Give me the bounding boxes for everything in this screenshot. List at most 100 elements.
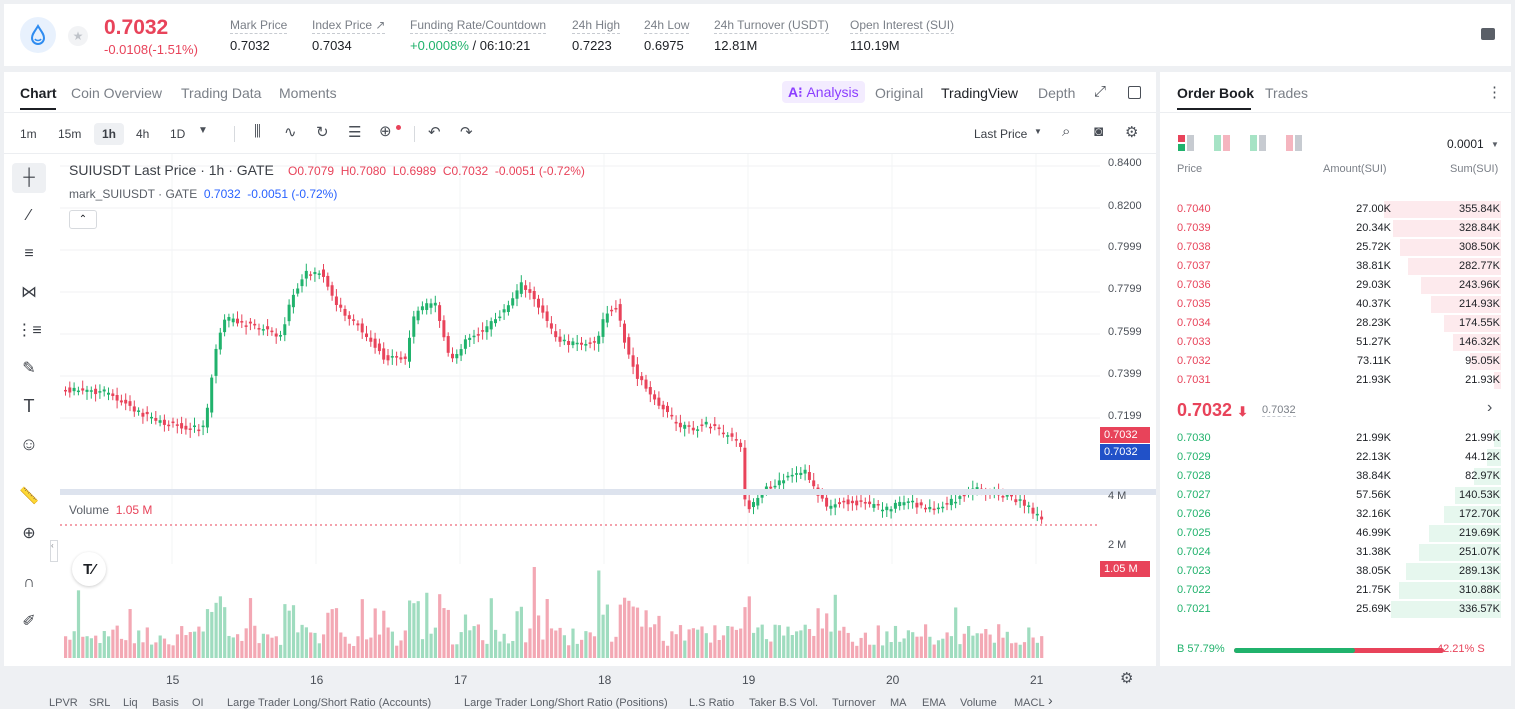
bids-row[interactable]: 0.7021 25.69K 336.57K bbox=[1160, 600, 1511, 619]
indicator-turnover[interactable]: Turnover bbox=[832, 697, 876, 709]
price-chart[interactable] bbox=[60, 154, 1156, 694]
bids-row[interactable]: 0.7030 21.99K 21.99K bbox=[1160, 429, 1511, 448]
tf-15m[interactable]: 15m bbox=[58, 127, 82, 141]
templates-icon[interactable]: ☰ bbox=[348, 124, 362, 141]
indicator-ma[interactable]: MA bbox=[890, 697, 907, 709]
bids-row[interactable]: 0.7026 32.16K 172.70K bbox=[1160, 505, 1511, 524]
scroll-right-icon[interactable]: › bbox=[1048, 692, 1053, 708]
asks-row[interactable]: 0.7033 51.27K 146.32K bbox=[1160, 333, 1511, 352]
asks-row[interactable]: 0.7032 73.11K 95.05K bbox=[1160, 352, 1511, 371]
view-asks-icon[interactable] bbox=[1286, 135, 1302, 151]
emoji-tool-icon[interactable]: ☺ bbox=[19, 433, 39, 454]
more-vertical-icon[interactable]: ⋮ bbox=[1487, 84, 1502, 101]
collapse-legend-button[interactable]: ⌃ bbox=[69, 210, 97, 229]
precision-chevron-icon[interactable]: ▼ bbox=[1491, 140, 1499, 149]
indicator-ls-ratio[interactable]: L.S Ratio bbox=[689, 697, 735, 709]
fib-tool-icon[interactable]: ⋮≡ bbox=[16, 322, 42, 339]
volume-bar bbox=[283, 604, 287, 658]
view-tradingview[interactable]: TradingView bbox=[941, 85, 1019, 101]
tf-4h[interactable]: 4h bbox=[136, 127, 150, 141]
volume-bar bbox=[236, 634, 240, 658]
indicator-basis[interactable]: Basis bbox=[152, 697, 179, 709]
asks-row[interactable]: 0.7031 21.93K 21.93K bbox=[1160, 371, 1511, 390]
indicator-macd[interactable]: MACL bbox=[1014, 697, 1045, 709]
indicator-oi[interactable]: OI bbox=[192, 697, 204, 709]
tab-order-book[interactable]: Order Book bbox=[1177, 85, 1255, 101]
scroll-left-handle[interactable]: ‹ bbox=[50, 540, 58, 562]
chevron-down-icon[interactable]: ▼ bbox=[198, 125, 208, 136]
refresh-icon[interactable]: ↻ bbox=[316, 124, 329, 141]
indicator-large-trader-positions[interactable]: Large Trader Long/Short Ratio (Positions… bbox=[464, 697, 668, 709]
tf-1d[interactable]: 1D bbox=[170, 127, 186, 141]
indicator-large-trader-accounts[interactable]: Large Trader Long/Short Ratio (Accounts) bbox=[227, 697, 432, 709]
tf-1h[interactable]: 1h bbox=[94, 123, 125, 145]
view-both-icon[interactable] bbox=[1178, 135, 1194, 151]
settings-gear-icon[interactable]: ⚙ bbox=[1125, 124, 1139, 141]
bids-row[interactable]: 0.7025 46.99K 219.69K bbox=[1160, 524, 1511, 543]
candle-body bbox=[85, 389, 89, 392]
tab-moments[interactable]: Moments bbox=[279, 85, 337, 101]
candle-body bbox=[635, 364, 639, 379]
indicator-lpvr[interactable]: LPVR bbox=[49, 697, 78, 709]
chart-settings-icon[interactable]: ⚙ bbox=[1120, 670, 1134, 687]
asks-row[interactable]: 0.7039 20.34K 328.84K bbox=[1160, 219, 1511, 238]
indicator-srl[interactable]: SRL bbox=[89, 697, 111, 709]
asks-row[interactable]: 0.7034 28.23K 174.55K bbox=[1160, 314, 1511, 333]
redo-icon[interactable]: ↷ bbox=[460, 124, 473, 141]
asks-row[interactable]: 0.7040 27.00K 355.84K bbox=[1160, 200, 1511, 219]
crosshair-tool-icon[interactable]: ┼ bbox=[12, 163, 46, 193]
indicator-volume[interactable]: Volume bbox=[960, 697, 997, 709]
zoom-tool-icon[interactable]: ⊕ bbox=[22, 525, 36, 542]
horizontal-lines-tool-icon[interactable]: ≡ bbox=[24, 245, 34, 262]
text-tool-icon[interactable]: T bbox=[23, 395, 35, 416]
pattern-tool-icon[interactable]: ⋈ bbox=[21, 284, 37, 301]
view-bids-icon[interactable] bbox=[1250, 135, 1266, 151]
ruler-tool-icon[interactable]: 📏 bbox=[19, 488, 39, 505]
indicator-taker-bs[interactable]: Taker B.S Vol. bbox=[749, 697, 819, 709]
stat-index-price[interactable]: Index Price ↗ 0.7034 bbox=[312, 18, 386, 53]
tab-trades[interactable]: Trades bbox=[1265, 85, 1309, 101]
precision-select[interactable]: 0.0001 bbox=[1447, 137, 1484, 151]
price-type-select[interactable]: Last Price bbox=[974, 127, 1028, 141]
bids-row[interactable]: 0.7022 21.75K 310.88K bbox=[1160, 581, 1511, 600]
candle-type-icon[interactable]: ⫼ bbox=[254, 123, 261, 140]
candle-body bbox=[72, 387, 76, 392]
bids-row[interactable]: 0.7023 38.05K 289.13K bbox=[1160, 562, 1511, 581]
indicator-ema[interactable]: EMA bbox=[922, 697, 946, 709]
tab-coin-overview[interactable]: Coin Overview bbox=[71, 85, 163, 101]
tab-chart[interactable]: Chart bbox=[20, 85, 57, 101]
asks-row[interactable]: 0.7035 40.37K 214.93K bbox=[1160, 295, 1511, 314]
edit-tool-icon[interactable]: ✐ bbox=[22, 613, 36, 630]
add-indicator-icon[interactable]: ⊕ bbox=[379, 123, 392, 140]
view-split-icon[interactable] bbox=[1214, 135, 1230, 151]
pane-divider[interactable] bbox=[60, 489, 1156, 495]
asks-row[interactable]: 0.7036 29.03K 243.96K bbox=[1160, 276, 1511, 295]
view-original[interactable]: Original bbox=[875, 85, 924, 101]
tf-1m[interactable]: 1m bbox=[20, 127, 37, 141]
expand-icon[interactable]: ⤢ bbox=[1094, 83, 1107, 100]
candle-body bbox=[898, 501, 902, 507]
tab-trading-data[interactable]: Trading Data bbox=[181, 85, 262, 101]
trendline-tool-icon[interactable]: ⁄ bbox=[27, 207, 31, 224]
book-icon[interactable] bbox=[1481, 28, 1495, 40]
bids-row[interactable]: 0.7028 38.84K 82.97K bbox=[1160, 467, 1511, 486]
favorite-star-icon[interactable]: ★ bbox=[68, 26, 88, 46]
chevron-right-icon[interactable]: › bbox=[1487, 399, 1493, 416]
asks-row[interactable]: 0.7037 38.81K 282.77K bbox=[1160, 257, 1511, 276]
magnet-tool-icon[interactable]: ∩ bbox=[23, 574, 35, 591]
volume-bar bbox=[377, 634, 382, 658]
bids-row[interactable]: 0.7027 57.56K 140.53K bbox=[1160, 486, 1511, 505]
search-icon[interactable]: ⌕ bbox=[1062, 123, 1071, 140]
view-depth[interactable]: Depth bbox=[1038, 85, 1076, 101]
analysis-button[interactable]: A⁝ Analysis bbox=[782, 81, 865, 103]
indicator-liq[interactable]: Liq bbox=[123, 697, 138, 709]
bids-row[interactable]: 0.7024 31.38K 251.07K bbox=[1160, 543, 1511, 562]
select-chevron-icon[interactable]: ▼ bbox=[1034, 127, 1042, 136]
indicators-icon[interactable]: ∿ bbox=[284, 124, 297, 141]
asks-row[interactable]: 0.7038 25.72K 308.50K bbox=[1160, 238, 1511, 257]
camera-icon[interactable]: ◙ bbox=[1094, 123, 1104, 140]
window-icon[interactable] bbox=[1128, 86, 1141, 99]
bids-row[interactable]: 0.7029 22.13K 44.12K bbox=[1160, 448, 1511, 467]
brush-tool-icon[interactable]: ✎ bbox=[22, 360, 36, 377]
undo-icon[interactable]: ↶ bbox=[428, 124, 441, 141]
